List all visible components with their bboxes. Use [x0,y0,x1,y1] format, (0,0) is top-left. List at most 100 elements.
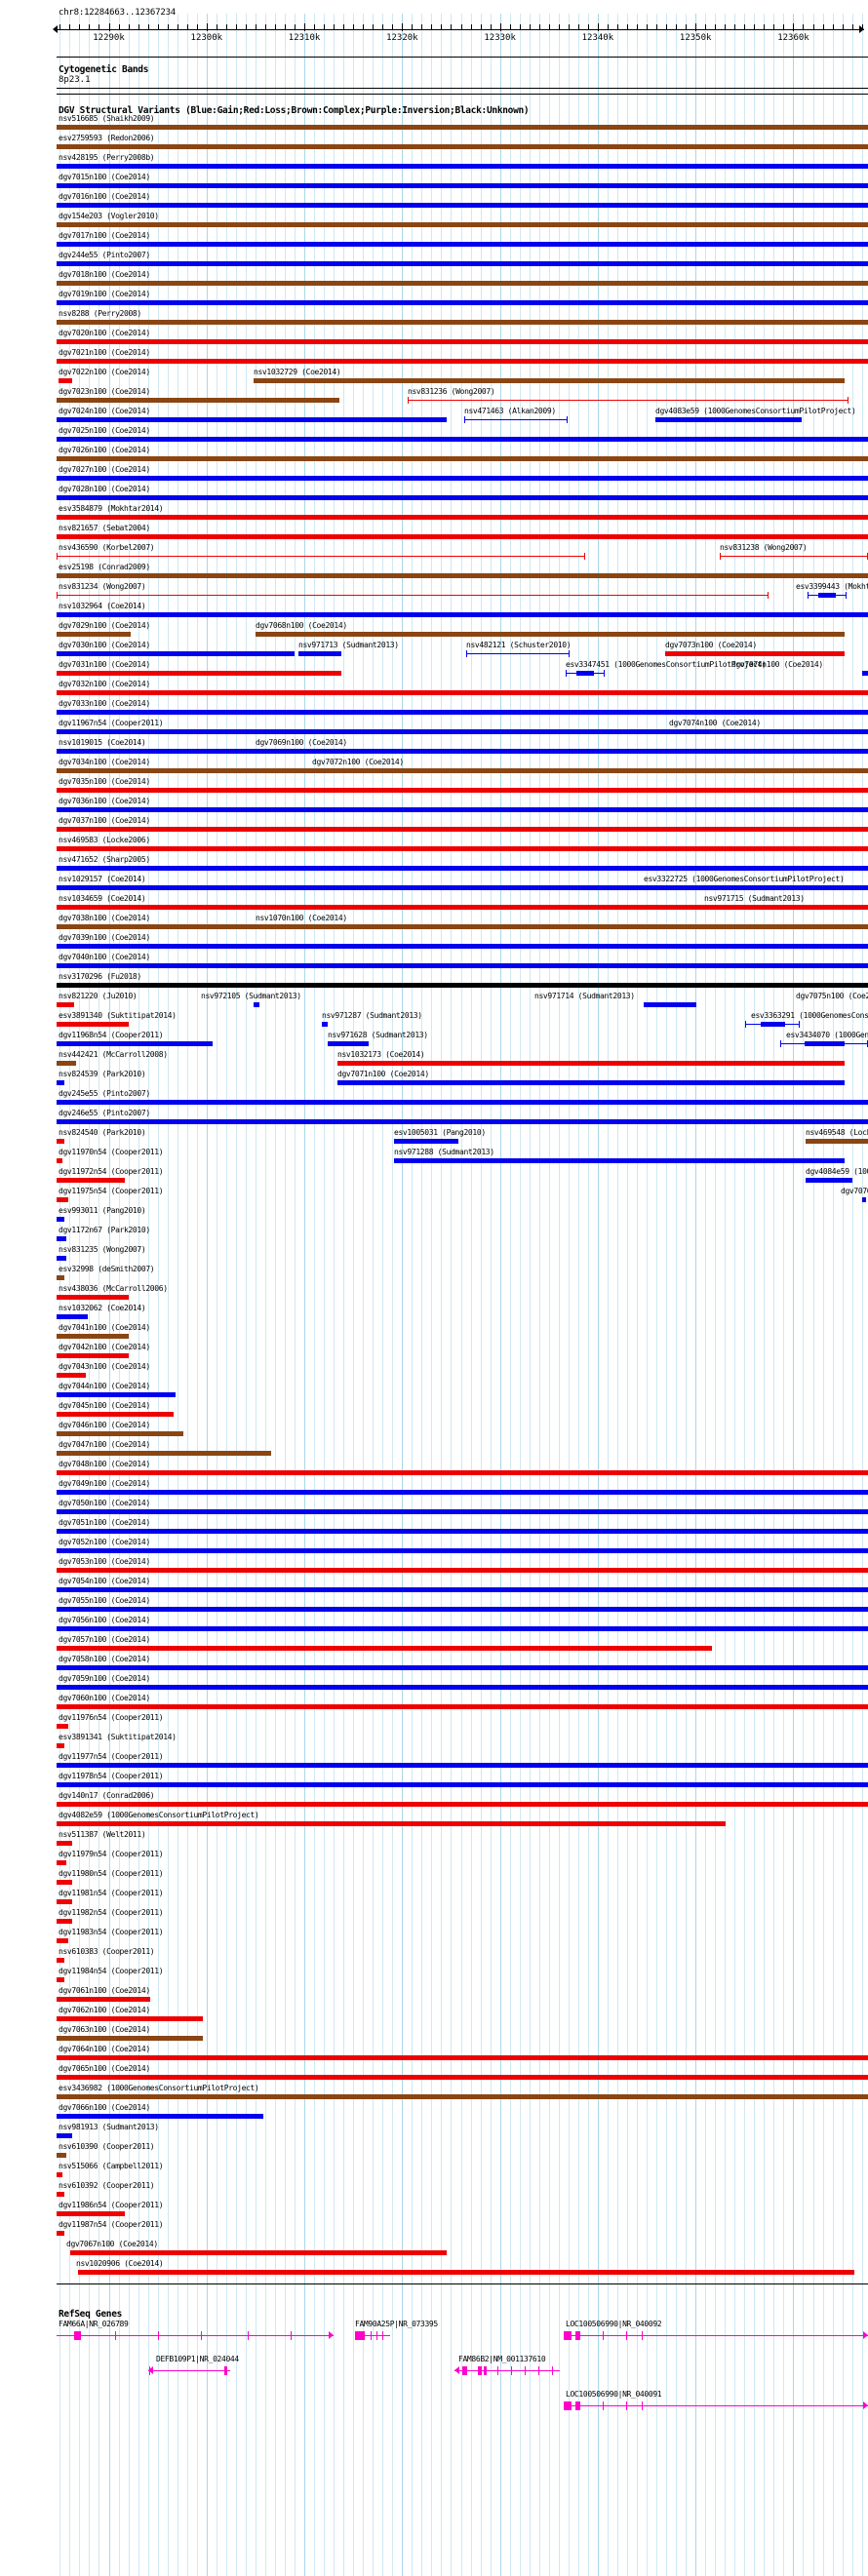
variant-bar[interactable] [57,749,868,754]
variant-bar[interactable] [57,2172,62,2177]
variant-bar[interactable] [57,320,868,325]
variant-label[interactable]: nsv516685 (Shaikh2009) [59,114,155,123]
variant-label[interactable]: dgv7076n100 (Coe2014) [841,1187,868,1195]
variant-bar[interactable] [57,476,868,481]
variant-label[interactable]: nsv971714 (Sudmant2013) [534,992,635,1000]
variant-bar[interactable] [57,807,868,812]
variant-bar[interactable] [57,866,868,871]
variant-label[interactable]: dgv4084e59 (1000GenomesConsortiumPilotPr… [806,1167,868,1176]
variant-label[interactable]: nsv824540 (Park2010) [59,1128,146,1137]
variant-bar[interactable] [78,2270,854,2275]
variant-bar[interactable] [57,1217,64,1222]
variant-label[interactable]: dgv7038n100 (Coe2014) [59,914,150,922]
variant-span[interactable] [57,553,585,560]
variant-label[interactable]: esv3436982 (1000GenomesConsortiumPilotPr… [59,2084,259,2092]
variant-bar[interactable] [57,144,868,149]
variant-label[interactable]: nsv469548 (Locke2006) [806,1128,868,1137]
variant-label[interactable]: nsv610392 (Cooper2011) [59,2181,155,2190]
variant-bar[interactable] [57,1509,868,1514]
variant-label[interactable]: dgv7041n100 (Coe2014) [59,1323,150,1332]
variant-label[interactable]: dgv140n17 (Conrad2006) [59,1791,155,1800]
variant-bar[interactable] [57,1587,868,1592]
variant-bar[interactable] [57,1802,868,1807]
variant-label[interactable]: nsv471652 (Sharp2005) [59,855,150,864]
variant-bar[interactable] [57,1100,868,1105]
variant-label[interactable]: dgv7046n100 (Coe2014) [59,1421,150,1429]
variant-bar[interactable] [57,2231,64,2236]
variant-label[interactable]: dgv7058n100 (Coe2014) [59,1655,150,1663]
variant-label[interactable]: dgv7057n100 (Coe2014) [59,1635,150,1644]
variant-label[interactable]: dgv7069n100 (Coe2014) [256,738,347,747]
variant-bar[interactable] [57,1880,72,1885]
variant-bar[interactable] [57,1119,868,1124]
variant-bar[interactable] [57,1860,66,1865]
variant-bar[interactable] [57,788,868,793]
variant-bar[interactable] [57,1568,868,1573]
variant-span[interactable] [57,592,769,599]
variant-label[interactable]: dgv7015n100 (Coe2014) [59,173,150,181]
variant-bar[interactable] [254,1002,259,1007]
variant-bar[interactable] [57,534,868,539]
variant-label[interactable]: nsv821220 (Ju2010) [59,992,138,1000]
variant-label[interactable]: nsv8288 (Perry2008) [59,309,141,318]
variant-bar[interactable] [328,1041,369,1046]
variant-label[interactable]: nsv971287 (Sudmant2013) [322,1011,422,1020]
variant-bar[interactable] [394,1158,845,1163]
variant-label[interactable]: dgv7064n100 (Coe2014) [59,2045,150,2053]
variant-bar[interactable] [57,1646,712,1651]
variant-label[interactable]: dgv7071n100 (Coe2014) [337,1070,429,1078]
variant-label[interactable]: dgv7056n100 (Coe2014) [59,1616,150,1624]
variant-bar[interactable] [256,632,845,637]
variant-label[interactable]: dgv7051n100 (Coe2014) [59,1518,150,1527]
variant-label[interactable]: dgv7048n100 (Coe2014) [59,1460,150,1468]
variant-label[interactable]: esv3584879 (Mokhtar2014) [59,504,164,513]
variant-bar[interactable] [57,1724,68,1729]
variant-label[interactable]: dgv7037n100 (Coe2014) [59,816,150,825]
variant-bar[interactable] [57,1958,64,1963]
variant-bar[interactable] [57,1782,868,1787]
variant-block-span[interactable] [745,1021,800,1028]
variant-label[interactable]: esv3322725 (1000GenomesConsortiumPilotPr… [644,875,845,883]
variant-bar[interactable] [57,1899,72,1904]
variant-bar[interactable] [57,164,868,169]
variant-bar[interactable] [57,495,868,500]
variant-bar[interactable] [57,2055,868,2060]
variant-label[interactable]: dgv7020n100 (Coe2014) [59,329,150,337]
variant-bar[interactable] [57,885,868,890]
gene-model[interactable] [57,2330,334,2341]
variant-label[interactable]: esv32998 (deSmith2007) [59,1265,155,1273]
variant-label[interactable]: dgv11976n54 (Cooper2011) [59,1713,164,1722]
variant-bar[interactable] [57,710,868,715]
variant-label[interactable]: dgv7068n100 (Coe2014) [256,621,347,630]
variant-bar[interactable] [57,1314,88,1319]
variant-bar[interactable] [57,944,868,949]
variant-label[interactable]: nsv442421 (McCarroll2008) [59,1050,168,1059]
variant-label[interactable]: esv25198 (Conrad2009) [59,563,150,571]
variant-label[interactable]: dgv7018n100 (Coe2014) [59,270,150,279]
variant-label[interactable]: dgv7061n100 (Coe2014) [59,1986,150,1995]
variant-label[interactable]: dgv7054n100 (Coe2014) [59,1577,150,1585]
variant-label[interactable]: nsv831238 (Wong2007) [720,543,808,552]
variant-label[interactable]: dgv7072n100 (Coe2014) [312,758,404,766]
variant-bar[interactable] [57,359,868,364]
variant-bar[interactable] [394,1139,458,1144]
variant-bar[interactable] [57,1197,68,1202]
variant-bar[interactable] [57,1665,868,1670]
gene-model[interactable] [355,2330,390,2341]
variant-label[interactable]: dgv11983n54 (Cooper2011) [59,1928,164,1936]
gene-label[interactable]: FAM66A|NR_026789 [59,2320,129,2328]
variant-label[interactable]: dgv11970n54 (Cooper2011) [59,1148,164,1156]
variant-label[interactable]: dgv7017n100 (Coe2014) [59,231,150,240]
variant-label[interactable]: nsv831234 (Wong2007) [59,582,146,591]
variant-bar[interactable] [57,1626,868,1631]
variant-bar[interactable] [57,2114,263,2119]
variant-label[interactable]: nsv972105 (Sudmant2013) [201,992,301,1000]
variant-bar[interactable] [57,651,295,656]
variant-bar[interactable] [57,983,868,988]
variant-label[interactable]: dgv7034n100 (Coe2014) [59,758,150,766]
variant-label[interactable]: dgv7016n100 (Coe2014) [59,192,150,201]
variant-bar[interactable] [57,2133,72,2138]
variant-bar[interactable] [57,768,868,773]
variant-label[interactable]: esv3347451 (1000GenomesConsortiumPilotPr… [566,660,767,669]
variant-label[interactable]: nsv1020906 (Coe2014) [76,2259,164,2268]
